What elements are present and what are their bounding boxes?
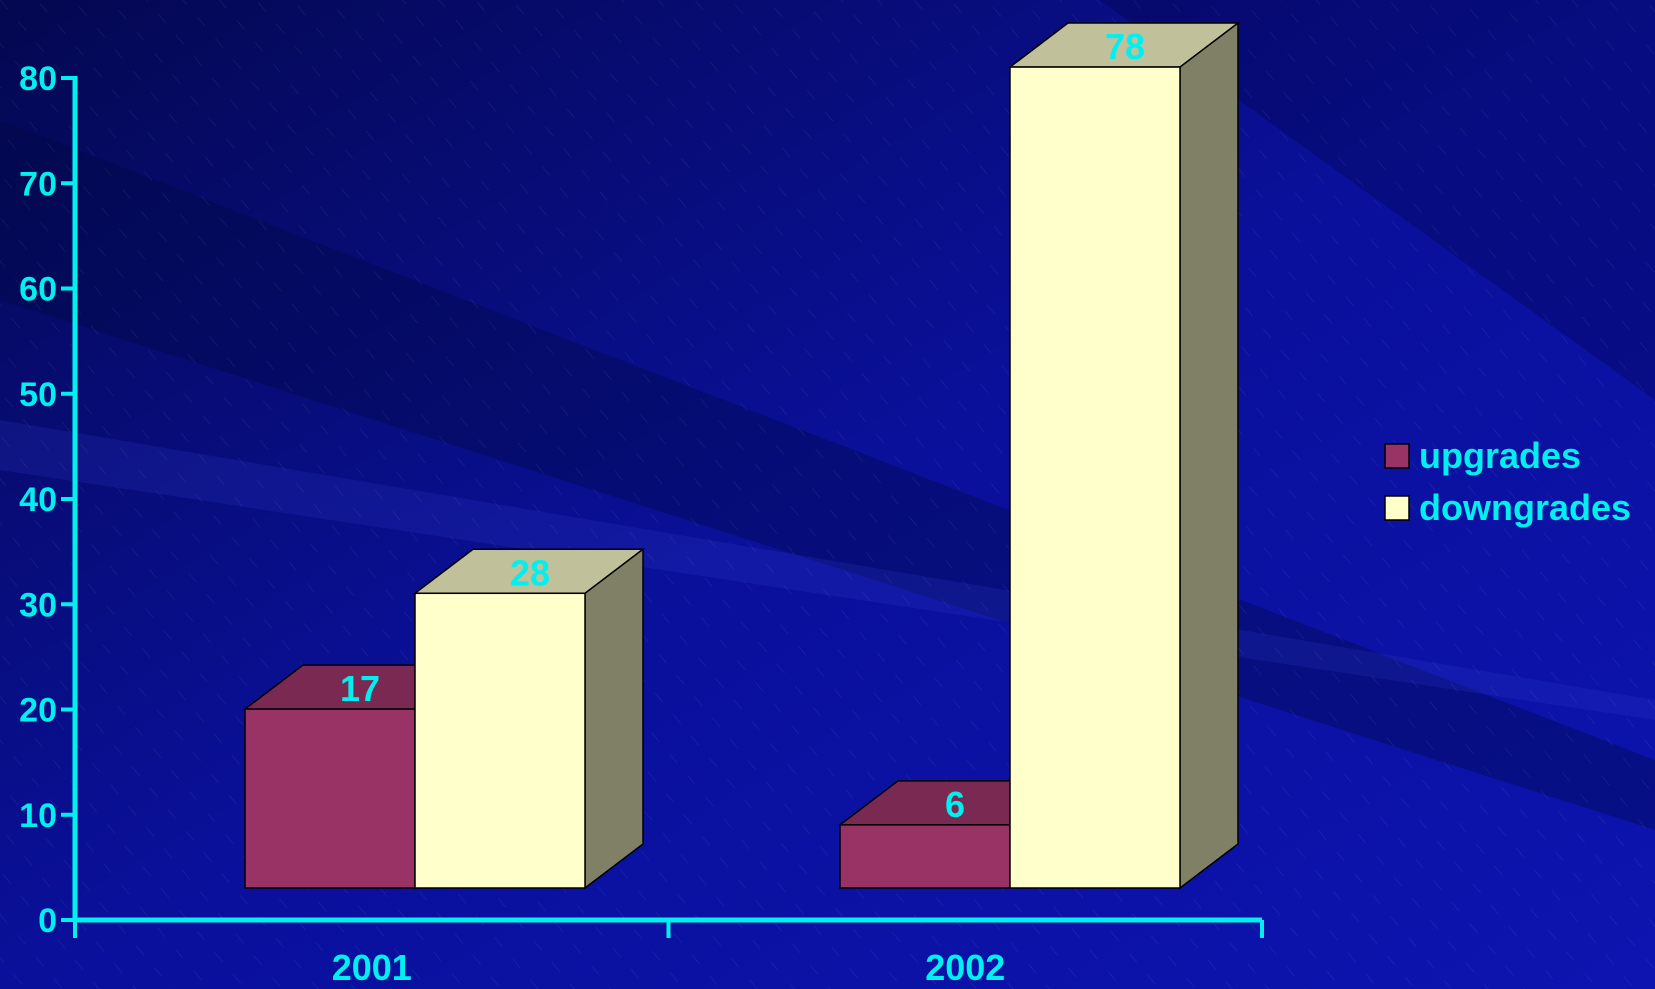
data-label: 17: [340, 668, 380, 709]
x-category-label: 2001: [332, 947, 412, 988]
labels: 17 28 6 78: [340, 26, 1145, 825]
y-tick-label: 40: [19, 481, 57, 519]
legend-swatch: [1384, 495, 1410, 521]
legend: upgrades downgrades: [1384, 435, 1631, 528]
y-tick-label: 70: [19, 165, 57, 203]
y-tick-label: 50: [19, 376, 57, 414]
y-tick-label: 0: [38, 902, 57, 940]
y-tick-label: 30: [19, 586, 57, 624]
bar-front-face: [1009, 66, 1181, 889]
legend-label: upgrades: [1419, 435, 1581, 476]
legend-label: downgrades: [1419, 487, 1631, 528]
bar-side-face: [1179, 21, 1239, 890]
bar-front-face: [839, 824, 1011, 889]
data-label: 28: [510, 552, 550, 593]
legend-item-downgrades: downgrades: [1384, 487, 1631, 528]
bar-downgrades-2001: [412, 547, 646, 890]
y-tick-label: 60: [19, 271, 57, 309]
data-label: 78: [1105, 26, 1145, 67]
bars: [242, 21, 1241, 890]
bar-side-face: [584, 547, 644, 890]
data-label: 6: [945, 784, 965, 825]
legend-swatch: [1384, 443, 1410, 469]
bar-front-face: [414, 592, 586, 889]
y-tick-label: 20: [19, 692, 57, 730]
bar-downgrades-2002: [1007, 21, 1241, 890]
y-tick-label: 10: [19, 797, 57, 835]
y-tick-label: 80: [19, 60, 57, 98]
x-category-label: 2002: [925, 947, 1005, 988]
bar-front-face: [244, 708, 416, 889]
axes: 0 10 20 30 40 50 60 70 80 2001 2002: [19, 60, 1264, 988]
legend-item-upgrades: upgrades: [1384, 435, 1581, 476]
